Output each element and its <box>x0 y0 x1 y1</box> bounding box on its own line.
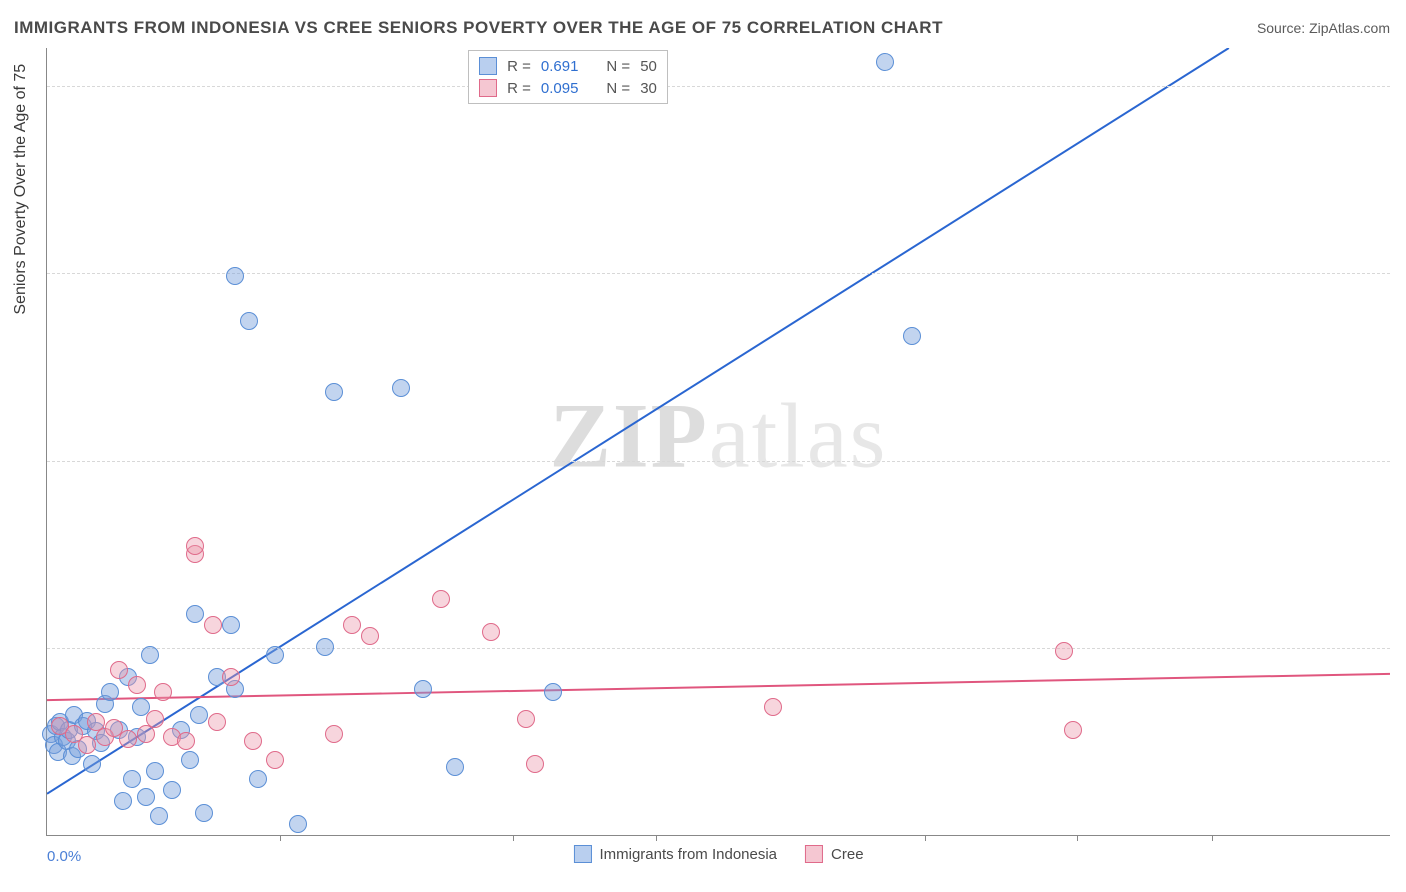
scatter-point-cree <box>78 736 96 754</box>
legend-swatch-cree <box>805 845 823 863</box>
scatter-point-indonesia <box>289 815 307 833</box>
source-label: Source: ZipAtlas.com <box>1257 20 1390 36</box>
watermark: ZIPatlas <box>550 382 888 488</box>
scatter-point-cree <box>177 732 195 750</box>
legend-swatch-cree <box>479 79 497 97</box>
scatter-point-cree <box>432 590 450 608</box>
scatter-point-cree <box>110 661 128 679</box>
plot-area: ZIPatlas 25.0%50.0%75.0%100.0%0.0%15.0%R… <box>46 48 1390 836</box>
legend-series: Immigrants from Indonesia Cree <box>573 845 863 863</box>
scatter-point-cree <box>1064 721 1082 739</box>
legend-n-label: N = <box>606 58 630 75</box>
scatter-point-indonesia <box>325 383 343 401</box>
legend-n-label: N = <box>606 80 630 97</box>
scatter-point-cree <box>154 683 172 701</box>
scatter-point-indonesia <box>266 646 284 664</box>
x-tick <box>925 835 926 841</box>
x-tick <box>280 835 281 841</box>
scatter-point-indonesia <box>146 762 164 780</box>
legend-stats-row-indonesia: R = 0.691 N = 50 <box>479 55 657 77</box>
scatter-point-indonesia <box>876 53 894 71</box>
trendline-cree <box>47 674 1390 700</box>
legend-series-label: Cree <box>831 846 864 863</box>
scatter-point-cree <box>343 616 361 634</box>
scatter-point-cree <box>266 751 284 769</box>
scatter-point-indonesia <box>249 770 267 788</box>
scatter-point-cree <box>361 627 379 645</box>
x-tick-label-min: 0.0% <box>47 848 81 865</box>
scatter-point-cree <box>244 732 262 750</box>
scatter-point-indonesia <box>240 312 258 330</box>
scatter-point-cree <box>1055 642 1073 660</box>
scatter-point-indonesia <box>163 781 181 799</box>
scatter-point-indonesia <box>83 755 101 773</box>
scatter-point-indonesia <box>101 683 119 701</box>
scatter-point-cree <box>128 676 146 694</box>
scatter-point-cree <box>204 616 222 634</box>
gridline-h <box>47 648 1390 649</box>
scatter-point-cree <box>186 537 204 555</box>
scatter-point-cree <box>119 730 137 748</box>
chart-title: IMMIGRANTS FROM INDONESIA VS CREE SENIOR… <box>14 18 943 38</box>
scatter-point-indonesia <box>195 804 213 822</box>
gridline-h <box>47 461 1390 462</box>
legend-swatch-indonesia <box>573 845 591 863</box>
trend-lines <box>47 48 1390 835</box>
legend-series-label: Immigrants from Indonesia <box>599 846 777 863</box>
legend-series-item-cree: Cree <box>805 845 864 863</box>
legend-n-value: 30 <box>640 80 657 97</box>
scatter-point-indonesia <box>226 267 244 285</box>
x-tick <box>513 835 514 841</box>
scatter-point-indonesia <box>222 616 240 634</box>
scatter-point-cree <box>517 710 535 728</box>
scatter-point-indonesia <box>446 758 464 776</box>
scatter-point-indonesia <box>137 788 155 806</box>
scatter-point-cree <box>482 623 500 641</box>
scatter-point-indonesia <box>114 792 132 810</box>
x-tick <box>656 835 657 841</box>
correlation-chart: IMMIGRANTS FROM INDONESIA VS CREE SENIOR… <box>0 0 1406 892</box>
scatter-point-cree <box>208 713 226 731</box>
scatter-point-cree <box>222 668 240 686</box>
scatter-point-indonesia <box>141 646 159 664</box>
legend-swatch-indonesia <box>479 57 497 75</box>
x-tick <box>1077 835 1078 841</box>
gridline-h <box>47 273 1390 274</box>
legend-r-label: R = <box>507 58 531 75</box>
x-tick <box>1212 835 1213 841</box>
legend-n-value: 50 <box>640 58 657 75</box>
scatter-point-indonesia <box>544 683 562 701</box>
scatter-point-indonesia <box>150 807 168 825</box>
scatter-point-indonesia <box>903 327 921 345</box>
scatter-point-cree <box>526 755 544 773</box>
scatter-point-indonesia <box>392 379 410 397</box>
scatter-point-indonesia <box>123 770 141 788</box>
scatter-point-indonesia <box>181 751 199 769</box>
legend-r-value: 0.691 <box>541 58 579 75</box>
legend-r-value: 0.095 <box>541 80 579 97</box>
y-axis-label: Seniors Poverty Over the Age of 75 <box>12 64 30 315</box>
scatter-point-cree <box>325 725 343 743</box>
scatter-point-indonesia <box>316 638 334 656</box>
gridline-h <box>47 86 1390 87</box>
legend-stats-row-cree: R = 0.095 N = 30 <box>479 77 657 99</box>
scatter-point-cree <box>764 698 782 716</box>
legend-stats: R = 0.691 N = 50 R = 0.095 N = 30 <box>468 50 668 104</box>
scatter-point-indonesia <box>414 680 432 698</box>
legend-r-label: R = <box>507 80 531 97</box>
legend-series-item-indonesia: Immigrants from Indonesia <box>573 845 777 863</box>
scatter-point-indonesia <box>186 605 204 623</box>
scatter-point-cree <box>146 710 164 728</box>
scatter-point-indonesia <box>190 706 208 724</box>
